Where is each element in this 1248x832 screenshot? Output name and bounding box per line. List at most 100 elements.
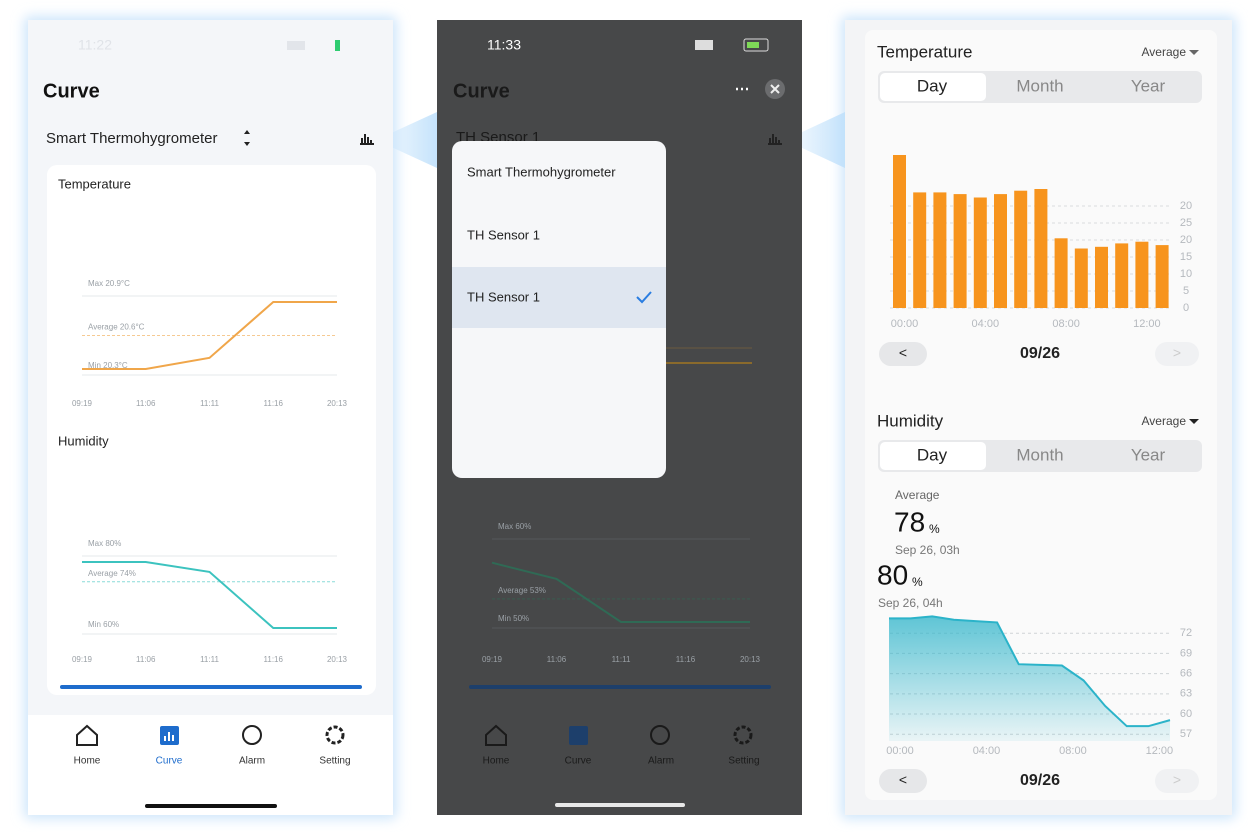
nav-label[interactable]: Setting <box>728 756 759 767</box>
x-tick-label: 00:00 <box>891 318 919 330</box>
bar <box>913 192 927 308</box>
tab[interactable]: Day <box>917 76 948 95</box>
menu-item[interactable]: Smart Thermohygrometer <box>467 164 616 179</box>
menu-item[interactable]: TH Sensor 1 <box>467 289 540 304</box>
bar <box>953 194 967 308</box>
nav-label[interactable]: Home <box>74 756 101 767</box>
bar <box>1115 243 1129 308</box>
max-label: Max 20.9°C <box>88 279 130 288</box>
tab-bar <box>28 715 393 815</box>
check-mark <box>636 291 652 304</box>
bar <box>1095 246 1108 308</box>
data-line <box>491 561 750 623</box>
bar <box>1135 241 1149 308</box>
x-tick-label: 11:06 <box>136 655 156 664</box>
page-title: Curve <box>453 80 510 102</box>
prev-label: < <box>899 772 907 788</box>
x-tick-label: 11:11 <box>200 399 219 408</box>
tab[interactable]: Year <box>1131 445 1166 464</box>
x-tick-label: 11:06 <box>547 655 567 664</box>
status-time: 11:33 <box>487 37 521 53</box>
x-tick-label: 04:00 <box>972 318 1000 330</box>
curve-icon <box>569 726 588 745</box>
curve-icon-bars <box>164 732 174 741</box>
chart-title: Temperature <box>58 176 131 191</box>
data-line <box>82 301 337 370</box>
mode-arrow <box>1189 419 1199 424</box>
bar <box>1074 248 1088 308</box>
nav-label[interactable]: Home <box>483 756 510 767</box>
mode-arrow <box>1189 50 1199 55</box>
tab[interactable]: Day <box>917 445 948 464</box>
summary-time: Sep 26, 03h <box>895 543 960 557</box>
x-tick-label: 08:00 <box>1059 745 1087 757</box>
y-tick-label: 69 <box>1180 647 1192 659</box>
min-label: Min 60% <box>88 620 119 629</box>
nav-label[interactable]: Alarm <box>239 756 265 767</box>
home-indicator <box>145 804 277 808</box>
setting-icon[interactable] <box>325 725 345 745</box>
x-tick-label: 20:13 <box>740 655 761 664</box>
signal-icon <box>287 41 305 50</box>
next-button[interactable] <box>1155 769 1199 793</box>
nav-label[interactable]: Curve <box>156 756 183 767</box>
y-tick-label: 60 <box>1180 708 1192 720</box>
y-tick-label: 20 <box>1180 234 1192 246</box>
y-tick-label: 63 <box>1180 688 1192 700</box>
tab[interactable]: Month <box>1016 445 1063 464</box>
bar <box>994 194 1007 308</box>
alarm-icon <box>650 725 670 745</box>
section-title: Humidity <box>877 411 944 430</box>
x-tick-label: 12:00 <box>1133 318 1161 330</box>
tab-selected <box>880 73 986 101</box>
menu-item[interactable]: TH Sensor 1 <box>467 227 540 242</box>
nav-label[interactable]: Curve <box>565 756 592 767</box>
summary-unit: % <box>929 522 940 536</box>
avg-label: Average 53% <box>498 586 546 595</box>
y-tick-label: 57 <box>1180 728 1192 740</box>
x-tick-label: 11:11 <box>200 655 219 664</box>
y-tick-label: 0 <box>1183 302 1189 314</box>
page-title: Curve <box>43 80 100 102</box>
bar <box>1054 238 1068 308</box>
chart-icon[interactable] <box>768 134 782 145</box>
max-label: Max 80% <box>88 539 121 548</box>
x-tick-label: 04:00 <box>973 745 1001 757</box>
nav-label[interactable]: Setting <box>319 756 350 767</box>
setting-icon <box>733 725 753 745</box>
bar <box>1034 189 1048 308</box>
home-indicator <box>555 803 685 807</box>
point-value: 80 <box>877 559 908 590</box>
signal-icon <box>695 40 713 50</box>
prev-button[interactable] <box>879 342 927 366</box>
point-unit: % <box>912 575 923 589</box>
prev-button[interactable] <box>879 769 927 793</box>
chart-card <box>47 165 376 695</box>
x-tick-label: 20:13 <box>327 655 348 664</box>
x-tick-label: 00:00 <box>886 745 914 757</box>
section-title: Temperature <box>877 42 972 61</box>
x-tick-label: 20:13 <box>327 399 348 408</box>
x-tick-label: 11:06 <box>136 399 156 408</box>
tab[interactable]: Year <box>1131 76 1166 95</box>
chart-icon[interactable] <box>360 134 374 145</box>
x-tick-label: 08:00 <box>1052 318 1080 330</box>
device-selector[interactable]: Smart Thermohygrometer <box>46 130 217 147</box>
selected-row <box>452 267 666 328</box>
beam <box>376 112 437 168</box>
x-tick-label: 11:16 <box>676 655 696 664</box>
tab[interactable]: Month <box>1016 76 1063 95</box>
alarm-icon[interactable] <box>242 725 262 745</box>
mode-selector[interactable]: Average <box>1142 45 1187 59</box>
date-label: 09/26 <box>1020 345 1060 362</box>
next-button[interactable] <box>1155 342 1199 366</box>
mode-selector[interactable]: Average <box>1142 414 1187 428</box>
summary-value: 78 <box>894 506 925 537</box>
nav-label[interactable]: Alarm <box>648 756 674 767</box>
home-icon[interactable] <box>76 724 98 746</box>
bar <box>1014 190 1028 308</box>
summary-label: Average <box>895 488 940 502</box>
x-tick-label: 09:19 <box>72 655 93 664</box>
y-tick-label: 66 <box>1180 668 1192 680</box>
